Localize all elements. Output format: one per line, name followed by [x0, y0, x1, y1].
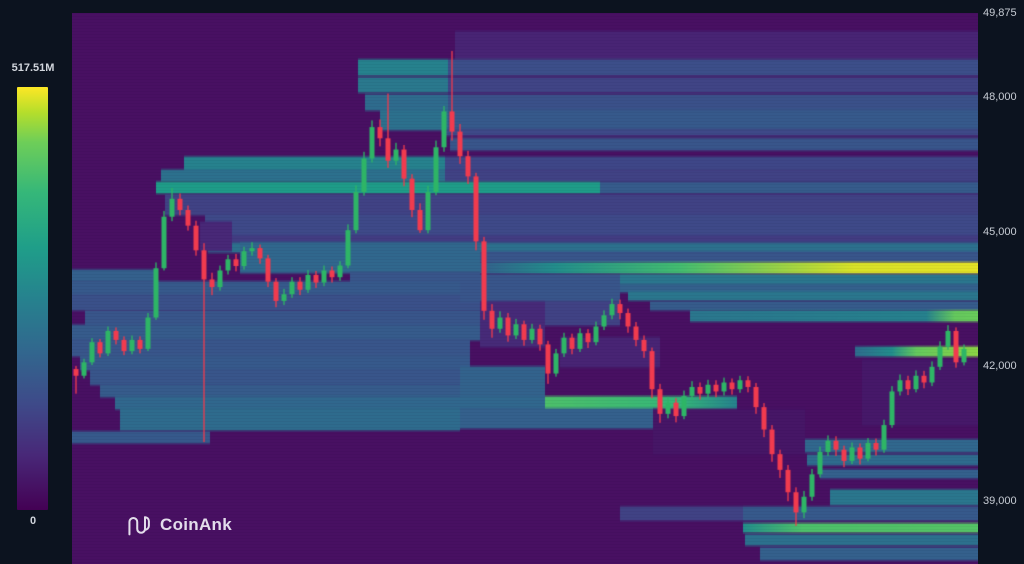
price-axis: 49,875 48,000 45,000 42,000 39,000 — [978, 0, 1024, 564]
colorbar-max-label: 517.51M — [11, 62, 55, 74]
coinank-logo: CoinAnk — [124, 512, 232, 538]
y-axis-tick-label: 39,000 — [983, 494, 1017, 507]
y-axis-tick-label: 42,000 — [983, 360, 1017, 373]
y-axis-tick-label: 45,000 — [983, 225, 1017, 238]
coinank-logo-icon — [124, 512, 152, 538]
y-axis-tick-label: 48,000 — [983, 91, 1017, 104]
colorbar-min-label: 0 — [29, 515, 37, 527]
heatmap-plot-area — [72, 13, 978, 564]
y-axis-tick-label: 49,875 — [983, 7, 1017, 20]
coinank-logo-text: CoinAnk — [160, 515, 232, 534]
liquidity-heatmap-canvas[interactable] — [72, 13, 978, 564]
colorbar-panel: 517.51M 0 — [0, 0, 66, 564]
colorbar-gradient — [17, 87, 48, 510]
